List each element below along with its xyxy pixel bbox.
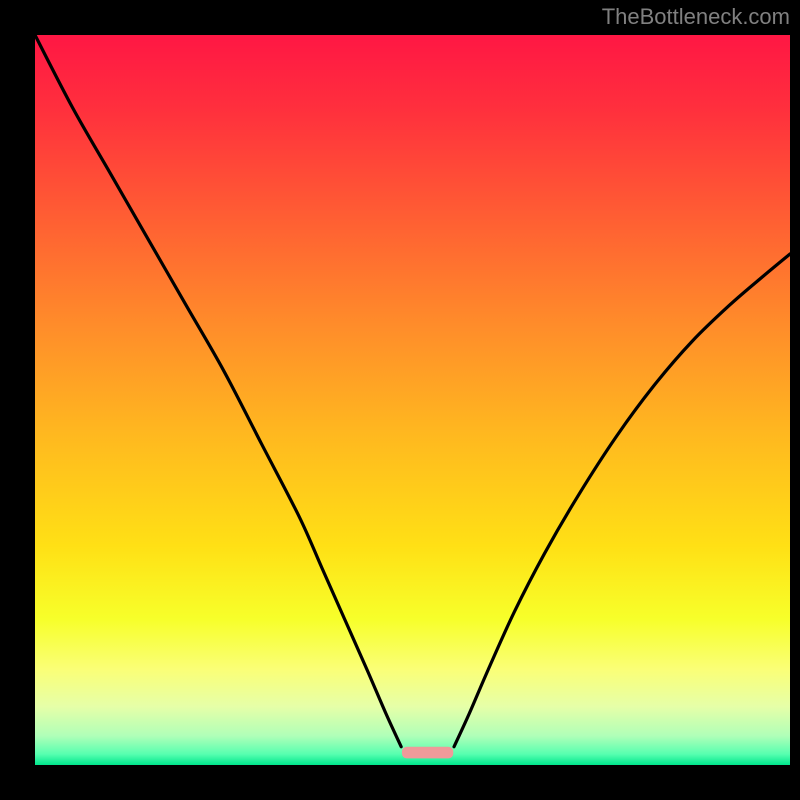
- bottleneck-chart: [0, 0, 800, 800]
- plot-area: [35, 35, 790, 765]
- chart-container: TheBottleneck.com: [0, 0, 800, 800]
- watermark-text: TheBottleneck.com: [602, 4, 790, 30]
- optimal-marker: [402, 747, 453, 759]
